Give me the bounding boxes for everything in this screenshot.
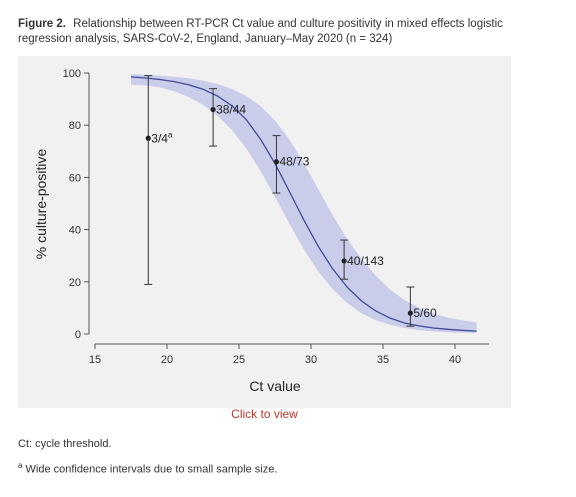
y-tick-label-80: 80 [69, 120, 81, 132]
point-label-3: 40/143 [347, 254, 384, 268]
point-label-2: 48/73 [279, 155, 309, 169]
data-point-2 [273, 159, 280, 165]
figure-caption: Figure 2. Relationship between RT-PCR Ct… [18, 17, 558, 47]
point-label-1: 38/44 [216, 103, 246, 117]
x-tick-label-35: 35 [377, 354, 389, 366]
footnote-ct: Ct: cycle threshold. [18, 438, 112, 450]
chart-svg: 0 20 40 60 80 100 15 20 25 30 35 40 Ct value % cultur… [33, 68, 489, 394]
confidence-band [131, 74, 477, 334]
x-tick-label-25: 25 [233, 354, 245, 366]
y-axis-title: % culture-positive [33, 149, 49, 260]
x-axis-title: Ct value [249, 378, 301, 394]
figure-label: Figure 2. [18, 18, 66, 30]
y-tick-label-60: 60 [69, 172, 81, 184]
figure-caption-text: Relationship between RT-PCR Ct value and… [18, 18, 503, 45]
chart-panel: 0 20 40 60 80 100 15 20 25 30 35 40 Ct value % cultur… [18, 56, 511, 408]
footnote-a-text: Wide confidence intervals due to small s… [25, 463, 278, 476]
point-label-4: 5/60 [413, 306, 437, 320]
x-tick-label-30: 30 [305, 354, 317, 366]
footnote-a-marker: a [18, 461, 23, 470]
x-tick-label-20: 20 [161, 354, 173, 366]
footnote-a: a Wide confidence intervals due to small… [18, 461, 277, 476]
x-tick-label-40: 40 [449, 354, 461, 366]
point-label-superscript-0: a [168, 130, 173, 139]
fitted-curve [130, 76, 477, 332]
data-point-3 [341, 258, 347, 264]
y-tick-label-100: 100 [63, 68, 81, 80]
click-to-view-link[interactable]: Click to view [231, 407, 298, 421]
point-label-0: 3/4a [151, 130, 173, 145]
data-point-0 [145, 135, 151, 141]
y-tick-label-40: 40 [69, 225, 81, 237]
y-tick-label-20: 20 [69, 277, 81, 289]
data-point-4 [407, 310, 413, 316]
data-point-1 [210, 106, 216, 113]
y-tick-label-0: 0 [75, 329, 81, 341]
x-tick-label-15: 15 [89, 354, 101, 366]
